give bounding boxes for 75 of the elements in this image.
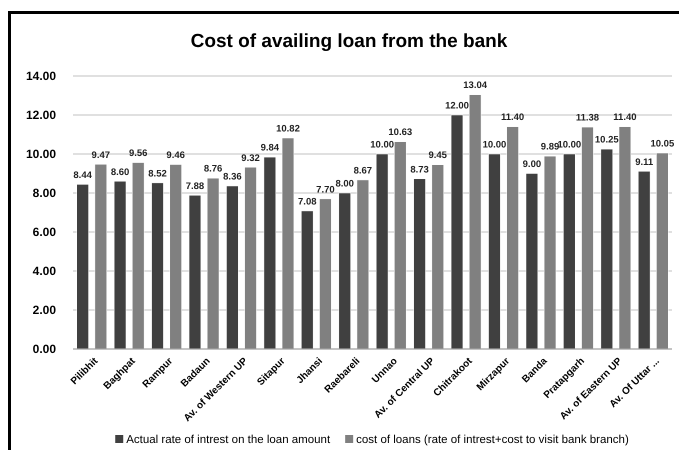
bar <box>450 114 464 350</box>
data-label: 10.63 <box>388 127 412 138</box>
data-label: 9.32 <box>241 152 260 164</box>
bar <box>469 94 482 350</box>
bar <box>563 154 576 350</box>
data-label: 7.88 <box>186 180 204 192</box>
bar <box>544 156 556 350</box>
bar <box>319 198 332 350</box>
y-tick-label: 2.00 <box>32 303 56 318</box>
data-label: 12.00 <box>445 100 469 112</box>
data-label: 10.82 <box>276 124 300 135</box>
data-label: 8.36 <box>223 171 242 182</box>
bar <box>600 148 613 350</box>
bar <box>244 167 257 350</box>
data-label: 8.73 <box>410 164 429 176</box>
data-label: 8.52 <box>148 168 167 180</box>
data-label: 8.60 <box>110 166 130 178</box>
data-label: 11.40 <box>500 112 524 124</box>
bar <box>432 164 444 350</box>
data-label: 10.25 <box>594 134 620 146</box>
data-label: 13.04 <box>463 80 488 92</box>
bar <box>282 138 294 350</box>
y-tick-label: 0.00 <box>32 342 56 356</box>
data-label: 8.67 <box>354 165 372 176</box>
data-label: 9.11 <box>635 156 654 168</box>
bar <box>394 141 406 350</box>
legend-label: Actual rate of intrest on the loan amount <box>126 434 331 446</box>
bar <box>151 182 164 350</box>
data-label: 9.84 <box>260 142 280 154</box>
data-label: 10.00 <box>557 140 582 150</box>
data-label: 9.47 <box>92 150 110 161</box>
bar <box>618 126 632 350</box>
bar <box>170 164 182 350</box>
bar <box>488 154 501 350</box>
data-label: 10.00 <box>482 140 506 150</box>
bar <box>301 210 314 350</box>
y-tick-label: 12.00 <box>26 108 56 122</box>
bar <box>506 126 519 350</box>
data-label: 9.89 <box>540 142 560 153</box>
bar <box>264 156 276 350</box>
data-label: 9.46 <box>166 150 185 162</box>
y-tick-label: 6.00 <box>32 225 56 240</box>
bar <box>526 173 538 350</box>
bar <box>638 171 650 350</box>
y-tick-label: 10.00 <box>26 147 56 162</box>
data-label: 8.00 <box>335 178 354 190</box>
bar <box>76 184 89 350</box>
chart-title: Cost of availing loan from the bank <box>190 31 508 52</box>
data-label: 11.38 <box>576 112 600 124</box>
bar <box>94 164 107 350</box>
bar <box>114 181 126 350</box>
data-label: 7.70 <box>316 184 335 196</box>
bar <box>206 178 220 350</box>
data-label: 11.40 <box>613 112 637 124</box>
data-label: 9.00 <box>522 159 542 170</box>
bar <box>132 162 144 350</box>
legend-label: cost of loans (rate of intrest+cost to visit bank branch) <box>356 434 629 446</box>
bar <box>188 195 202 350</box>
bar <box>356 180 370 350</box>
y-tick-label: 8.00 <box>32 186 56 200</box>
data-label: 9.45 <box>428 150 448 162</box>
bar <box>338 192 351 350</box>
data-label: 7.08 <box>298 196 317 208</box>
data-label: 10.00 <box>370 140 394 150</box>
data-label: 8.44 <box>73 170 93 181</box>
y-tick-label: 14.00 <box>26 69 56 84</box>
data-label: 10.05 <box>650 138 675 150</box>
bar <box>226 186 239 350</box>
bar <box>581 126 594 350</box>
data-label: 8.76 <box>204 164 222 175</box>
bar <box>376 154 388 350</box>
bar <box>656 152 669 350</box>
bar <box>413 178 426 350</box>
y-tick-label: 4.00 <box>32 264 56 278</box>
data-label: 9.56 <box>128 148 148 160</box>
